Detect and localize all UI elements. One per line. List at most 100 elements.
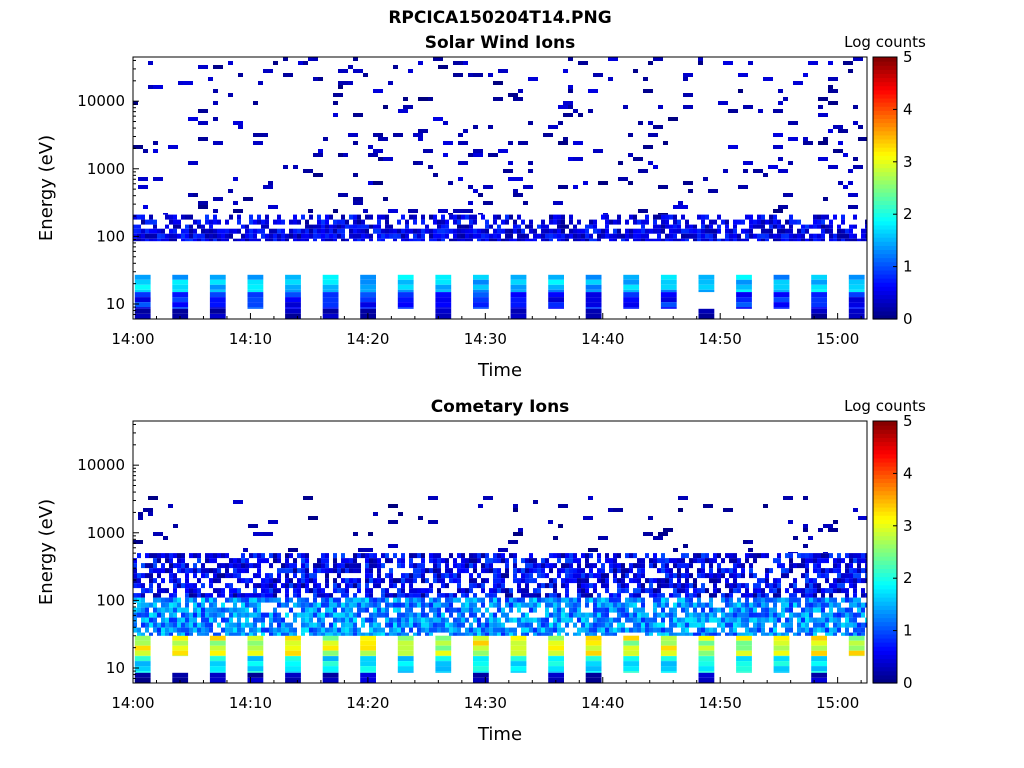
heatmap-cell bbox=[848, 169, 853, 173]
heatmap-cell bbox=[705, 612, 709, 618]
heatmap-cell bbox=[393, 233, 397, 239]
heatmap-cell bbox=[811, 661, 827, 667]
heatmap-cell bbox=[848, 279, 865, 285]
heatmap-cell bbox=[317, 219, 321, 225]
heatmap-cell bbox=[558, 524, 563, 528]
heatmap-cell bbox=[138, 177, 148, 181]
heatmap-cell bbox=[736, 297, 752, 303]
heatmap-cell bbox=[698, 671, 715, 673]
heatmap-cell bbox=[273, 588, 277, 594]
heatmap-cell bbox=[149, 573, 153, 579]
heatmap-cell bbox=[673, 607, 677, 613]
colorbar-swatch bbox=[873, 421, 897, 426]
heatmap-cell bbox=[848, 193, 858, 197]
heatmap-cell bbox=[665, 568, 669, 574]
y-axis-label-cometary: Energy (eV) bbox=[36, 499, 57, 605]
heatmap-cell bbox=[673, 588, 677, 594]
x-tick-label: 15:00 bbox=[816, 330, 859, 348]
heatmap-cell bbox=[463, 61, 468, 65]
heatmap-cell bbox=[181, 233, 185, 239]
heatmap-cell bbox=[623, 666, 640, 672]
heatmap-cell bbox=[373, 512, 378, 516]
heatmap-cell bbox=[249, 233, 253, 239]
heatmap-cell bbox=[849, 597, 853, 603]
heatmap-cell bbox=[733, 553, 737, 559]
heatmap-cell bbox=[285, 292, 301, 298]
heatmap-cell bbox=[473, 656, 489, 662]
heatmap-cell bbox=[229, 588, 233, 594]
heatmap-cell bbox=[161, 602, 165, 608]
heatmap-cell bbox=[548, 672, 564, 678]
heatmap-cell bbox=[649, 578, 653, 584]
heatmap-cell bbox=[269, 593, 273, 598]
heatmap-cell bbox=[313, 622, 317, 628]
heatmap-cell bbox=[625, 573, 629, 579]
heatmap-cell bbox=[497, 622, 501, 628]
heatmap-cell bbox=[449, 622, 453, 628]
heatmap-cell bbox=[773, 279, 790, 285]
heatmap-cell bbox=[677, 573, 681, 579]
heatmap-cell bbox=[533, 597, 537, 603]
heatmap-cell bbox=[401, 228, 405, 234]
heatmap-cell bbox=[185, 563, 189, 569]
heatmap-cell bbox=[161, 563, 165, 569]
heatmap-cell bbox=[473, 677, 489, 683]
heatmap-cell bbox=[781, 238, 785, 242]
heatmap-cell bbox=[805, 617, 809, 623]
heatmap-cell bbox=[329, 612, 333, 618]
heatmap-cell bbox=[253, 563, 257, 569]
heatmap-cell bbox=[793, 219, 797, 225]
heatmap-cell bbox=[565, 622, 569, 628]
heatmap-cell bbox=[589, 622, 593, 628]
heatmap-cell bbox=[345, 578, 349, 584]
heatmap-cell bbox=[469, 219, 473, 225]
heatmap-cell bbox=[161, 553, 165, 559]
heatmap-cell bbox=[157, 588, 161, 594]
heatmap-cell bbox=[505, 627, 509, 633]
heatmap-cell bbox=[628, 153, 633, 157]
heatmap-cell bbox=[317, 568, 321, 574]
heatmap-cell bbox=[653, 165, 658, 169]
heatmap-cell bbox=[669, 583, 673, 589]
heatmap-cell bbox=[841, 238, 845, 242]
heatmap-cell bbox=[333, 622, 337, 628]
colorbar-swatch bbox=[873, 658, 897, 664]
heatmap-cell bbox=[485, 228, 489, 234]
heatmap-cell bbox=[193, 612, 197, 618]
heatmap-cell bbox=[525, 573, 529, 579]
heatmap-cell bbox=[593, 617, 597, 623]
heatmap-cell bbox=[485, 622, 489, 628]
heatmap-cell bbox=[473, 149, 483, 153]
heatmap-cell bbox=[663, 141, 668, 145]
heatmap-cell bbox=[685, 228, 689, 234]
heatmap-cell bbox=[785, 632, 789, 636]
heatmap-cell bbox=[577, 612, 581, 618]
heatmap-cell bbox=[736, 302, 752, 308]
heatmap-cell bbox=[713, 233, 717, 239]
heatmap-cell bbox=[265, 578, 269, 584]
heatmap-cell bbox=[510, 650, 527, 656]
heatmap-cell bbox=[317, 617, 321, 623]
heatmap-cell bbox=[245, 622, 249, 628]
heatmap-cell bbox=[645, 622, 649, 628]
heatmap-cell bbox=[629, 233, 633, 239]
heatmap-cell bbox=[625, 583, 629, 589]
heatmap-cell bbox=[473, 563, 477, 569]
heatmap-cell bbox=[521, 617, 525, 623]
heatmap-cell bbox=[428, 496, 438, 500]
heatmap-cell bbox=[661, 593, 665, 598]
heatmap-cell bbox=[510, 302, 527, 308]
heatmap-cell bbox=[305, 573, 309, 579]
heatmap-cell bbox=[678, 508, 683, 512]
heatmap-cell bbox=[510, 307, 527, 309]
heatmap-cell bbox=[237, 622, 241, 628]
heatmap-cell bbox=[757, 597, 761, 603]
heatmap-cell bbox=[473, 214, 477, 220]
heatmap-cell bbox=[373, 558, 377, 564]
heatmap-cell bbox=[865, 563, 867, 569]
heatmap-cell bbox=[285, 640, 301, 646]
heatmap-cell bbox=[510, 313, 527, 319]
heatmap-cell bbox=[709, 563, 713, 569]
heatmap-cell bbox=[149, 563, 153, 569]
heatmap-cell bbox=[641, 224, 645, 229]
